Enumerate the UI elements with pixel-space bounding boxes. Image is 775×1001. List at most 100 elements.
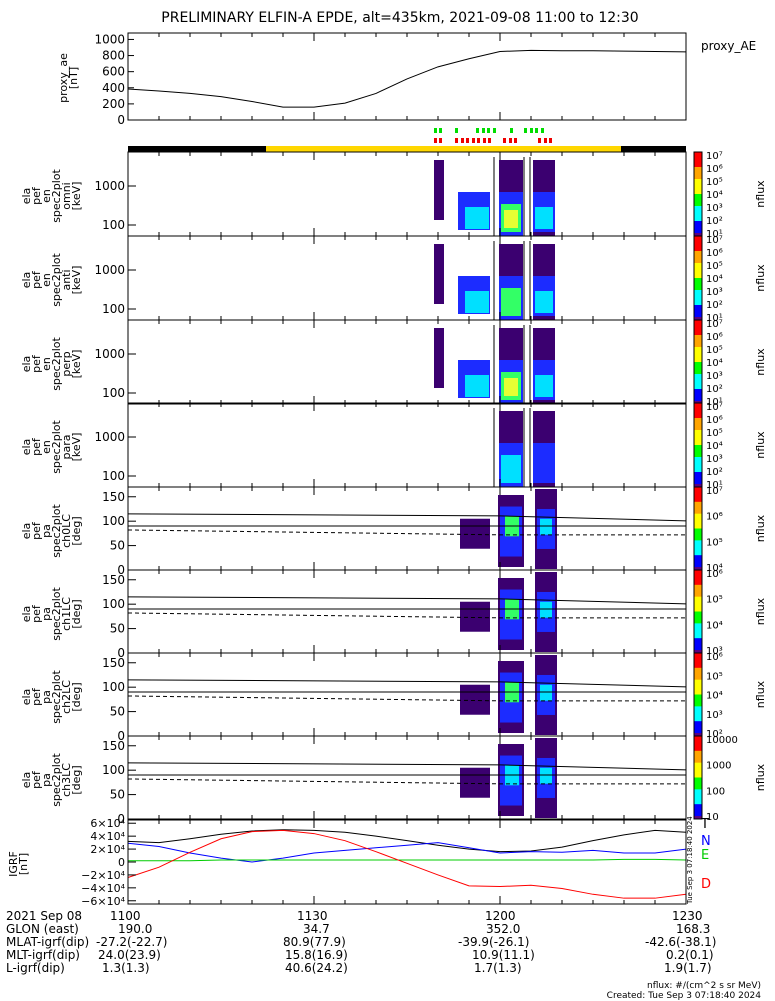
spec-colorbar-title: nflux <box>754 264 767 292</box>
ae-y-tick-label: 200 <box>102 97 125 111</box>
spec-colorbar-tick-label: 10⁴ <box>706 274 723 285</box>
lshell-value: 1.9(1.7) <box>664 961 712 975</box>
ae-y-tick-label: 400 <box>102 81 125 95</box>
spec-colorbar-swatch <box>694 353 702 357</box>
pa-y-label-line: ela <box>20 606 33 623</box>
spec-colorbar-swatch <box>694 436 702 440</box>
spec-colorbar-swatch <box>694 469 702 473</box>
flag-red <box>538 138 541 143</box>
pa-y-label-line: ela <box>20 689 33 706</box>
spec-colorbar-title: nflux <box>754 431 767 459</box>
spec-colorbar-swatch <box>694 209 702 213</box>
spec-y-label-line: ela <box>20 356 33 373</box>
pa-colorbar-swatch <box>694 605 702 610</box>
glon-value: 34.7 <box>303 922 330 936</box>
spec-colorbar-swatch <box>694 484 702 488</box>
spec-colorbar-swatch <box>694 463 702 467</box>
pa-y-tick-label: 0 <box>117 812 125 826</box>
spec-y-label-line: [keV] <box>70 350 83 379</box>
spec-colorbar-swatch <box>694 263 702 267</box>
pa-colorbar-swatch <box>694 670 702 675</box>
ae-y-label: proxy_ae[nT] <box>57 53 80 103</box>
pa-colorbar-swatch <box>694 525 702 529</box>
spec-y-label: elapefenspec2plotanti[keV] <box>20 253 83 307</box>
pa-colorbar-swatch <box>694 489 702 494</box>
pa-colorbar-swatch <box>694 629 702 633</box>
spec-colorbar-swatch <box>694 254 702 258</box>
pa-y-label-line: spec2plot <box>50 587 63 641</box>
pa-colorbar-swatch <box>694 581 702 586</box>
spec-colorbar-swatch <box>694 152 702 156</box>
pa-cell <box>460 601 490 632</box>
loss-cone-line <box>127 762 687 771</box>
pa-y-tick-label: 50 <box>110 539 125 553</box>
spec-y-label: elapefenspec2plotomni[keV] <box>20 169 83 223</box>
glon-value: 352.0 <box>486 922 521 936</box>
spec-colorbar-swatch <box>694 299 702 303</box>
glon-row: GLON (east) 190.0 34.7 352.0 168.3 <box>0 923 775 936</box>
pa-colorbar-swatch <box>694 774 702 778</box>
pa-y-label-line: spec2plot <box>50 504 63 558</box>
spec-colorbar-swatch <box>694 194 702 198</box>
flag-red <box>472 138 475 143</box>
pa-colorbar-swatch <box>694 718 702 722</box>
pa-colorbar-swatch <box>694 575 702 580</box>
ae-y-tick-label: 0 <box>117 113 125 127</box>
spec-colorbar-swatch <box>694 365 702 369</box>
spec-y-tick-label: 100 <box>102 218 125 232</box>
pa-colorbar-swatch <box>694 786 702 790</box>
spec-colorbar-tick-label: 10² <box>706 216 723 227</box>
ae-y-label-line: proxy_ae <box>57 53 70 103</box>
spec-colorbar-swatch <box>694 398 702 402</box>
pa-colorbar-swatch <box>694 750 702 755</box>
flag-red <box>514 138 517 143</box>
pa-colorbar-swatch <box>694 614 702 618</box>
spec-colorbar-swatch <box>694 197 702 201</box>
pa-colorbar-tick-label: 10⁵ <box>706 671 723 682</box>
ae-frame <box>127 32 687 121</box>
pa-colorbar-tick-label: 10⁶ <box>706 569 723 580</box>
pa-colorbar-tick-label: 10³ <box>706 646 723 657</box>
flag-red <box>434 138 437 143</box>
pa-y-tick-label: 0 <box>117 729 125 743</box>
pa-colorbar-swatch <box>694 804 702 808</box>
spec-y-label-line: en <box>40 357 53 371</box>
mlt-value: 24.0(23.9) <box>98 948 161 962</box>
spec-colorbar-swatch <box>694 427 702 431</box>
spec-colorbar-swatch <box>694 302 702 306</box>
pa-y-tick-label: 50 <box>110 705 125 719</box>
pa-colorbar-swatch <box>694 667 702 672</box>
pa-colorbar-swatch <box>694 655 702 660</box>
spec-colorbar-swatch <box>694 448 702 452</box>
spec-cell <box>465 375 489 397</box>
pa-colorbar-swatch <box>694 741 702 746</box>
pa-colorbar-swatch <box>694 679 702 684</box>
spec-colorbar-swatch <box>694 421 702 425</box>
pa-colorbar-swatch <box>694 682 702 687</box>
igrf-frame <box>127 819 687 905</box>
pa-y-label-line: pef <box>30 687 43 706</box>
pa-colorbar-swatch <box>694 756 702 761</box>
spec-colorbar-swatch <box>694 167 702 171</box>
spec-colorbar-swatch <box>694 403 702 407</box>
spec-colorbar-tick-label: 10² <box>706 300 723 311</box>
spec-cell <box>465 291 489 313</box>
igrf-side-stamp: Tue Sep 3 07:18:40 2024 <box>686 816 694 905</box>
pa-y-tick-label: 150 <box>102 573 125 587</box>
pa-colorbar-swatch <box>694 537 702 541</box>
mlt-value: 0.2(0.1) <box>666 948 714 962</box>
spec-cell <box>504 210 518 228</box>
pa-colorbar-swatch <box>694 611 702 615</box>
spec-colorbar-tick-label: 10⁷ <box>706 235 723 246</box>
igrf-y-tick-label: −2×10⁴ <box>81 869 125 882</box>
mlat-value: -42.6(-38.1) <box>645 935 717 949</box>
flag-red <box>503 138 506 143</box>
spec-colorbar-swatch <box>694 362 702 366</box>
spec-y-label-line: en <box>40 440 53 454</box>
spec-y-label-line: spec2plot <box>50 337 63 391</box>
pa-colorbar-swatch <box>694 570 702 574</box>
pa-colorbar-tick-label: 1000 <box>706 761 731 772</box>
pa-colorbar-swatch <box>694 765 702 770</box>
pa-colorbar-swatch <box>694 644 702 648</box>
lshell-value: 1.3(1.3) <box>102 961 150 975</box>
